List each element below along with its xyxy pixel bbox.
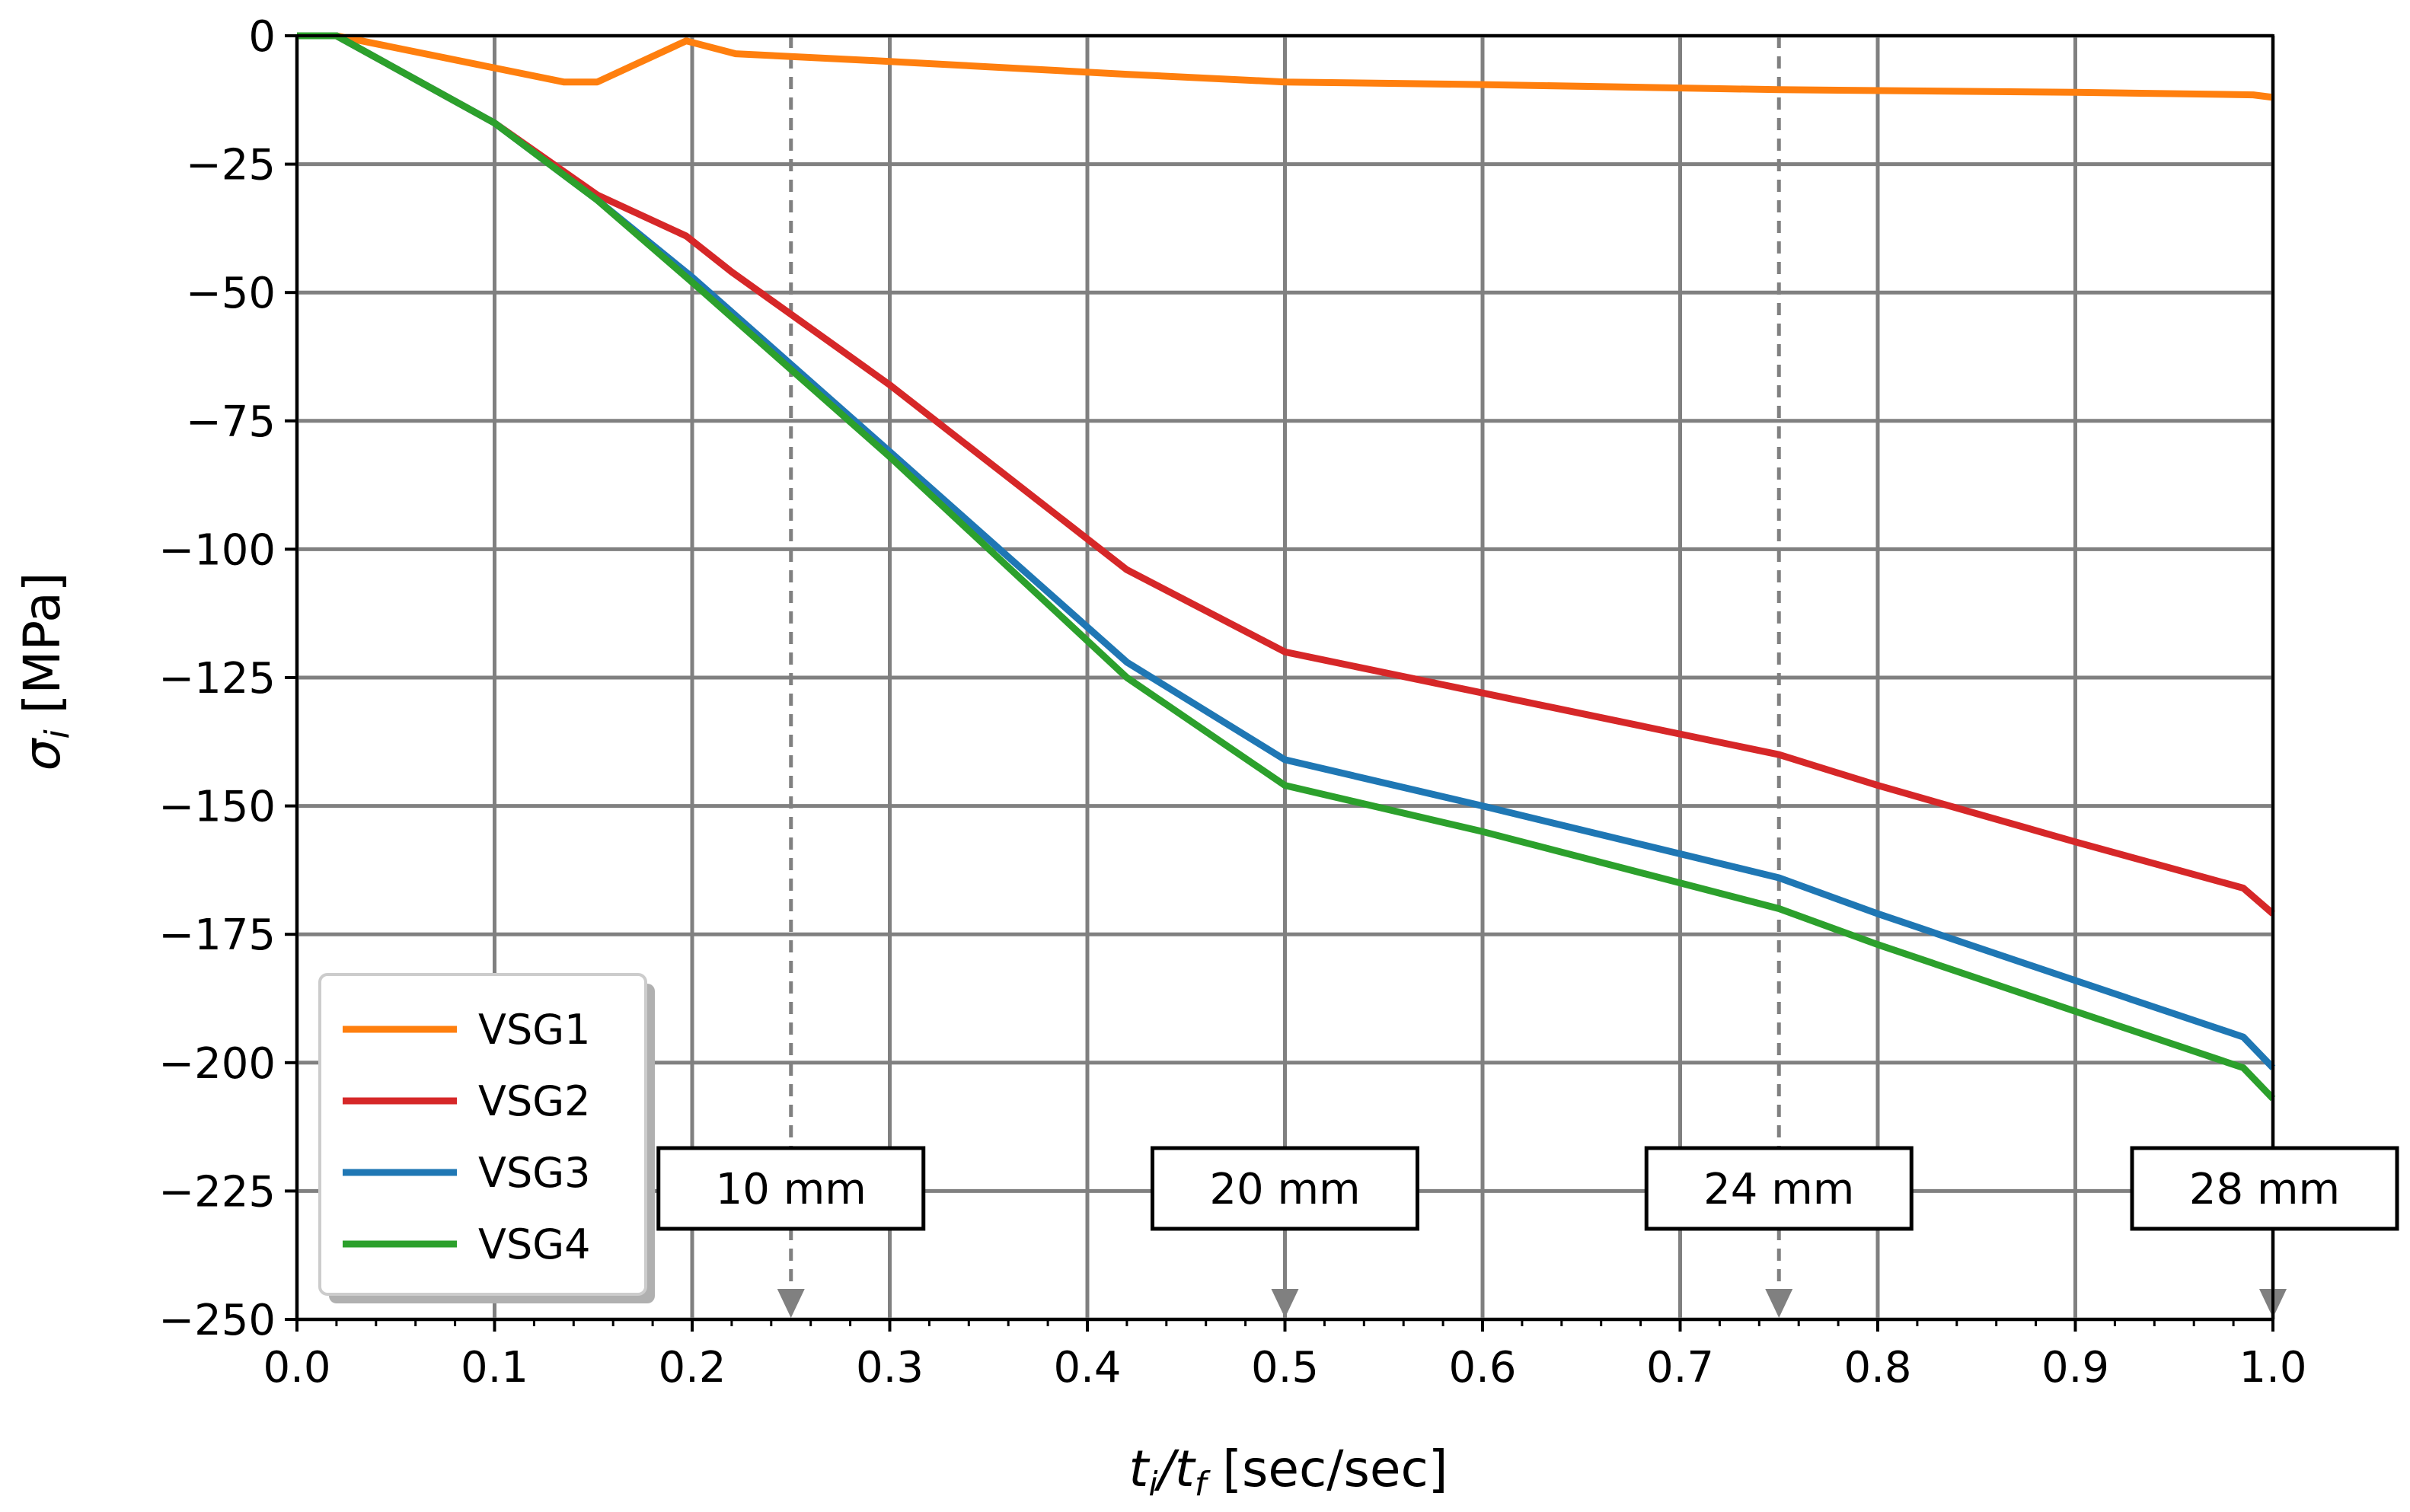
annotation-box <box>2130 1146 2399 1231</box>
y-tick-label: −225 <box>158 1167 276 1217</box>
y-tick-label: −50 <box>186 269 276 318</box>
legend-box <box>318 973 647 1296</box>
y-tick-label: −100 <box>158 525 276 575</box>
y-tick-label: −75 <box>186 397 276 447</box>
x-tick-label: 0.2 <box>658 1343 726 1392</box>
annotation-label: 20 mm <box>1209 1165 1360 1214</box>
y-tick-label: −200 <box>158 1039 276 1089</box>
y-tick-label: 0 <box>248 12 276 62</box>
x-label-unit: [sec/sec] <box>1206 1440 1448 1498</box>
x-tick-label: 0.5 <box>1251 1343 1319 1392</box>
annotation-box <box>1151 1146 1419 1231</box>
annotation-box <box>656 1146 926 1231</box>
series-line-vsg4 <box>297 32 2276 1102</box>
y-tick-label: −125 <box>158 654 276 703</box>
x-label-main: t <box>1128 1440 1150 1498</box>
annotation-arrow-head <box>1271 1289 1299 1318</box>
annotation-label: 10 mm <box>716 1165 867 1214</box>
annotation-label: 24 mm <box>1703 1165 1854 1214</box>
series-line-vsg1 <box>297 32 2274 101</box>
legend-label: VSG2 <box>478 1077 590 1125</box>
legend-label: VSG4 <box>478 1220 590 1268</box>
x-axis-label: ti/tf [sec/sec] <box>1128 1440 1448 1504</box>
x-label-sep: /t <box>1154 1440 1196 1498</box>
x-tick-label: 0.3 <box>856 1343 924 1392</box>
x-tick-label: 0.7 <box>1646 1343 1714 1392</box>
x-tick-label: 0.8 <box>1843 1343 1911 1392</box>
annotation-label: 28 mm <box>2189 1165 2340 1214</box>
x-tick-label: 1.0 <box>2239 1343 2306 1392</box>
x-tick-label: 0.6 <box>1448 1343 1516 1392</box>
series-lines <box>297 32 2276 1102</box>
y-tick-label: −175 <box>158 911 276 960</box>
x-label-sub: i <box>1148 1465 1158 1504</box>
legend-label: VSG1 <box>478 1006 590 1054</box>
ticks: 0.0 0.1 0.2 0.3 0.4 0.5 0.6 0.7 0.8 0.9 1.0 0 −25 −50… <box>158 12 2306 1392</box>
legend-label: VSG3 <box>478 1149 590 1197</box>
y-tick-label: −250 <box>158 1296 276 1345</box>
x-tick-label: 0.0 <box>263 1343 330 1392</box>
y-tick-label: −150 <box>158 783 276 832</box>
x-tick-label: 0.1 <box>461 1343 528 1392</box>
annotation-arrow-head <box>777 1289 805 1318</box>
annotation-box <box>1644 1146 1914 1231</box>
y-label-main: σ <box>13 737 72 770</box>
legend: VSG1 VSG2 VSG3 VSG4 <box>318 973 655 1303</box>
y-tick-label: −25 <box>186 141 276 190</box>
x-tick-label: 0.9 <box>2041 1343 2109 1392</box>
annotation-boxes: 10 mm 20 mm 24 mm 28 mm <box>656 1146 2399 1231</box>
x-tick-label: 0.4 <box>1053 1343 1121 1392</box>
y-label-sub: i <box>38 729 77 739</box>
y-axis-label: σi [MPa] <box>13 573 77 771</box>
annotation-arrow-head <box>1765 1289 1793 1318</box>
y-label-unit: [MPa] <box>13 573 72 730</box>
